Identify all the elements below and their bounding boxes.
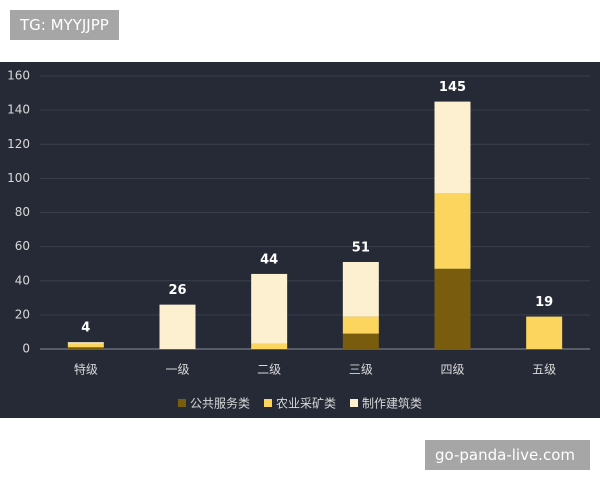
bar-segment — [526, 316, 563, 349]
bar-segment — [342, 316, 379, 334]
bar-segment — [159, 304, 196, 349]
legend-label: 公共服务类 — [190, 396, 250, 411]
bar-segment — [67, 342, 104, 344]
y-tick-label: 20 — [15, 307, 30, 321]
legend-swatch — [177, 399, 186, 407]
bar-segment — [251, 273, 288, 344]
x-tick-label: 五级 — [532, 363, 556, 377]
bar-segment — [251, 343, 288, 349]
x-tick-label: 一级 — [165, 363, 189, 377]
bar-segment — [342, 261, 379, 317]
y-tick-label: 100 — [7, 171, 30, 185]
bar-segment — [434, 101, 471, 194]
total-label: 26 — [168, 283, 186, 298]
chart: 0 20 40 60 80 100 120 140 160 特级 4 一级 26 二级 44 三级 51 四级 14… — [0, 62, 600, 418]
bar-segment — [342, 333, 379, 349]
chart-background — [0, 62, 600, 418]
y-tick-label: 160 — [7, 69, 30, 83]
total-label: 51 — [352, 240, 370, 255]
total-label: 44 — [260, 252, 278, 267]
y-tick-label: 80 — [15, 205, 30, 219]
total-label: 4 — [81, 321, 90, 336]
x-tick-label: 二级 — [257, 363, 281, 377]
legend-swatch — [263, 399, 272, 407]
bar-segment — [67, 343, 104, 348]
legend-swatch — [350, 399, 359, 407]
y-tick-label: 60 — [15, 239, 30, 253]
y-tick-label: 40 — [15, 273, 30, 287]
x-tick-label: 三级 — [349, 363, 373, 377]
x-tick-label: 四级 — [440, 363, 464, 377]
total-label: 19 — [535, 295, 553, 310]
bar-segment — [67, 347, 104, 349]
y-tick-label: 0 — [22, 342, 30, 356]
bar-segment — [434, 268, 471, 349]
y-tick-label: 120 — [7, 137, 30, 151]
watermark-tag: TG: MYYJJPP — [10, 10, 119, 40]
legend-label: 制作建筑类 — [362, 396, 422, 411]
watermark-url: go-panda-live.com — [425, 440, 590, 470]
total-label: 145 — [439, 80, 466, 95]
y-tick-label: 140 — [7, 103, 30, 117]
legend-label: 农业采矿类 — [276, 397, 336, 411]
x-tick-label: 特级 — [74, 362, 98, 377]
bar-segment — [434, 193, 471, 269]
